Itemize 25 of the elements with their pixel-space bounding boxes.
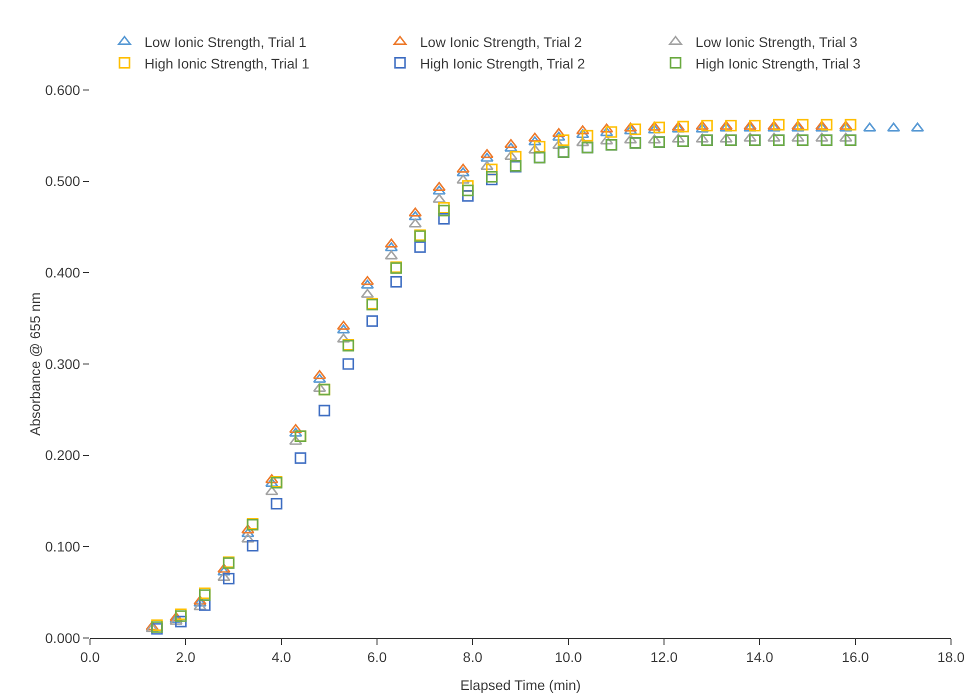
x-tick-label: 12.0 (650, 648, 678, 665)
x-tick-label: 10.0 (554, 648, 582, 665)
y-tick-label: 0.000 (45, 630, 80, 646)
legend-label: High Ionic Strength, Trial 1 (144, 55, 310, 72)
y-tick-label: 0.100 (45, 538, 80, 555)
legend-label: Low Ionic Strength, Trial 3 (696, 34, 858, 50)
x-tick-label: 6.0 (367, 648, 387, 665)
x-tick-label: 14.0 (746, 648, 774, 665)
x-tick-label: 16.0 (842, 648, 870, 665)
y-tick-label: 0.500 (45, 173, 80, 190)
y-tick-label: 0.400 (45, 264, 80, 281)
legend-label: High Ionic Strength, Trial 2 (420, 55, 586, 72)
x-axis-title: Elapsed Time (min) (460, 677, 581, 693)
x-tick-label: 18.0 (937, 648, 965, 665)
x-tick-label: 2.0 (176, 648, 196, 665)
y-tick-label: 0.300 (45, 356, 80, 372)
legend-label: Low Ionic Strength, Trial 1 (144, 34, 307, 50)
legend-label: Low Ionic Strength, Trial 2 (420, 34, 582, 50)
y-tick-label: 0.600 (45, 82, 80, 98)
y-axis-title: Absorbance @ 655 nm (27, 292, 44, 436)
x-tick-label: 4.0 (272, 648, 292, 665)
x-tick-label: 0.0 (80, 648, 100, 665)
y-tick-label: 0.200 (45, 447, 80, 464)
legend-label: High Ionic Strength, Trial 3 (696, 55, 861, 72)
x-tick-label: 8.0 (462, 648, 483, 665)
